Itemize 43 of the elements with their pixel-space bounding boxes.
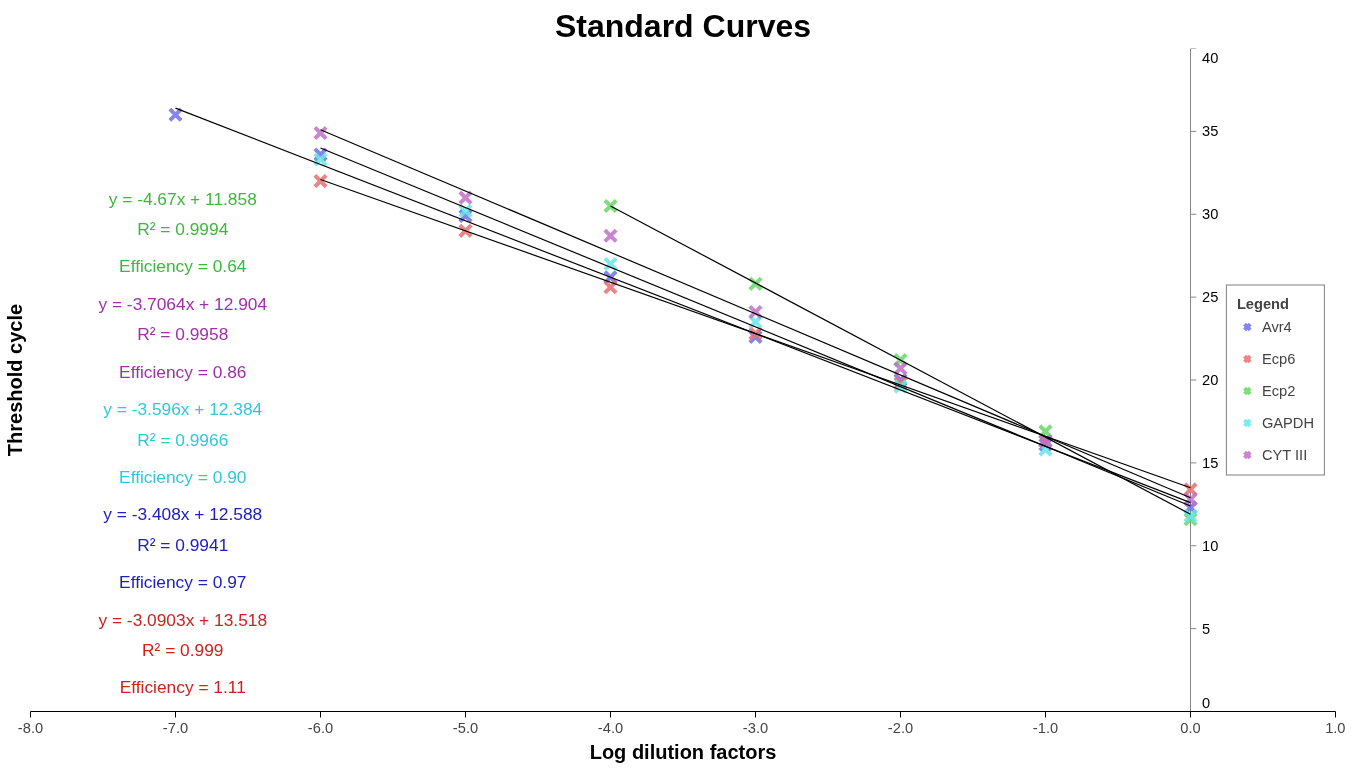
x-tick-label: -8.0 (17, 719, 44, 736)
x-axis-title: Log dilution factors (589, 740, 777, 763)
legend-label: CYT III (1261, 446, 1308, 462)
x-tick-label: -7.0 (162, 719, 189, 736)
y-tick-label: 10 (1202, 537, 1219, 554)
legend-label: Avr4 (1261, 318, 1292, 334)
annotation: Efficiency = 0.86 (119, 361, 247, 382)
x-tick-label: -4.0 (597, 719, 624, 736)
annotation: y = -3.0903x + 13.518 (98, 609, 268, 630)
x-tick-label: -3.0 (742, 719, 769, 736)
y-tick-label: 35 (1202, 123, 1219, 140)
annotation: R² = 0.999 (142, 640, 224, 661)
y-tick-label: 5 (1202, 620, 1211, 637)
annotation: y = -4.67x + 11.858 (108, 188, 257, 209)
x-tick-label: -5.0 (452, 719, 479, 736)
annotation: Efficiency = 0.97 (119, 572, 247, 593)
legend-title: Legend (1236, 295, 1290, 311)
y-tick-label: 20 (1202, 372, 1219, 388)
y-tick-label: 30 (1202, 206, 1219, 223)
y-axis-title: Threshold cycle (3, 303, 26, 457)
x-tick-label: 1.0 (1325, 719, 1346, 736)
y-tick-label: 40 (1202, 49, 1219, 66)
y-tick-label: 0 (1202, 694, 1211, 711)
x-tick-label: -6.0 (307, 719, 334, 736)
annotation: y = -3.408x + 12.588 (103, 504, 263, 525)
annotation: Efficiency = 0.64 (119, 256, 247, 277)
y-tick-label: 25 (1202, 289, 1219, 306)
annotation: y = -3.596x + 12.384 (103, 399, 263, 420)
legend-label: Ecp6 (1261, 350, 1296, 366)
annotation: R² = 0.9966 (137, 429, 229, 450)
x-tick-label: -2.0 (887, 719, 914, 736)
annotation: Efficiency = 0.90 (119, 466, 247, 487)
annotation: y = -3.7064x + 12.904 (98, 293, 268, 314)
y-tick-label: 15 (1202, 454, 1219, 471)
annotation: R² = 0.9994 (137, 219, 229, 240)
x-tick-label: -1.0 (1032, 719, 1059, 736)
chart-title: Standard Curves (554, 7, 812, 44)
legend-label: Ecp2 (1261, 382, 1296, 398)
legend-label: GAPDH (1261, 414, 1314, 430)
annotation: R² = 0.9941 (137, 534, 229, 555)
annotation: R² = 0.9958 (137, 324, 229, 345)
x-tick-label: 0.0 (1180, 719, 1201, 736)
annotation: Efficiency = 1.11 (119, 677, 246, 698)
